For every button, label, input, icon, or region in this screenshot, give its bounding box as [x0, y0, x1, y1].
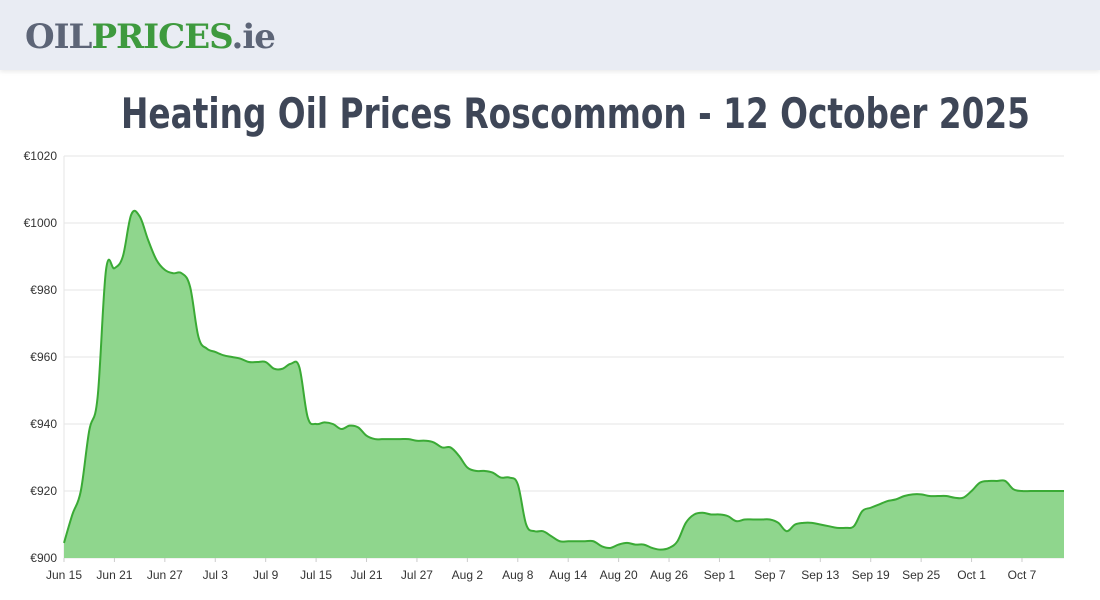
x-tick-label: Jul 21 [351, 568, 383, 582]
x-tick-label: Jul 3 [203, 568, 229, 582]
y-tick-label: €960 [30, 350, 57, 364]
site-header: OILPRICES.ie [0, 0, 1100, 70]
x-tick-label: Aug 26 [650, 568, 688, 582]
logo-text-ie: .ie [231, 17, 275, 57]
y-tick-label: €920 [30, 484, 57, 498]
logo-text-oil: OIL [25, 17, 92, 57]
site-logo[interactable]: OILPRICES.ie [25, 16, 276, 58]
x-tick-label: Sep 7 [754, 568, 786, 582]
x-tick-label: Aug 2 [452, 568, 484, 582]
y-tick-label: €980 [30, 283, 57, 297]
x-tick-label: Jul 9 [253, 568, 279, 582]
x-tick-label: Sep 19 [852, 568, 890, 582]
logo-text-prices: PRICES [91, 17, 232, 57]
page-title: Heating Oil Prices Roscommon - 12 Octobe… [121, 89, 1030, 138]
price-area [64, 210, 1064, 559]
x-tick-label: Sep 25 [902, 568, 940, 582]
price-line [63, 209, 1064, 551]
x-tick-label: Aug 20 [600, 568, 638, 582]
y-tick-label: €1000 [24, 216, 58, 230]
y-tick-label: €940 [30, 417, 57, 431]
x-tick-label: Sep 1 [704, 568, 736, 582]
x-tick-label: Oct 1 [957, 568, 986, 582]
x-tick-label: Aug 8 [502, 568, 534, 582]
x-tick-label: Jun 15 [46, 568, 82, 582]
x-tick-label: Jul 27 [401, 568, 433, 582]
y-tick-label: €900 [30, 551, 57, 565]
y-tick-label: €1020 [24, 149, 58, 163]
x-tick-label: Jun 27 [147, 568, 183, 582]
x-tick-label: Jun 21 [96, 568, 132, 582]
x-tick-label: Sep 13 [801, 568, 839, 582]
x-tick-label: Jul 15 [300, 568, 332, 582]
x-tick-label: Oct 7 [1008, 568, 1037, 582]
x-tick-label: Aug 14 [549, 568, 587, 582]
